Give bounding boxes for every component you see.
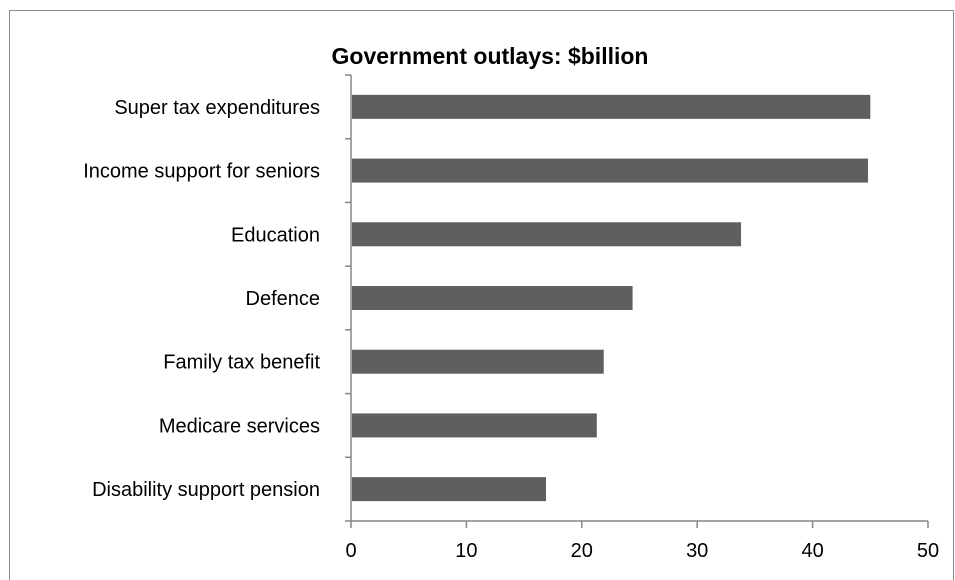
bar-education	[352, 222, 742, 247]
x-tick-label: 30	[686, 540, 708, 562]
bar-income-support-for-seniors	[352, 158, 868, 183]
chart-title: Government outlays: $billion	[332, 43, 649, 69]
bar-family-tax-benefit	[352, 349, 604, 374]
category-labels: Super tax expenditures Income support for…	[83, 97, 320, 501]
category-label: Medicare services	[159, 415, 320, 437]
category-label: Family tax benefit	[163, 352, 320, 374]
x-tick-label: 40	[801, 540, 823, 562]
bars-layer	[352, 94, 871, 502]
axes: 0 10 20 30 40 50	[345, 74, 939, 562]
category-label: Income support for seniors	[83, 161, 320, 183]
bar-defence	[352, 286, 633, 310]
category-label: Disability support pension	[92, 479, 320, 501]
bar-disability-support-pension	[352, 477, 547, 502]
x-tick-label: 20	[571, 540, 593, 562]
bar-medicare-services	[352, 413, 597, 438]
category-label: Super tax expenditures	[114, 97, 320, 119]
bar-super-tax-expenditures	[352, 94, 871, 119]
category-label: Education	[231, 224, 320, 246]
chart-frame	[9, 10, 954, 580]
x-tick-label: 0	[345, 540, 356, 562]
x-tick-label: 50	[917, 540, 939, 562]
category-label: Defence	[246, 288, 321, 310]
x-tick-label: 10	[455, 540, 477, 562]
